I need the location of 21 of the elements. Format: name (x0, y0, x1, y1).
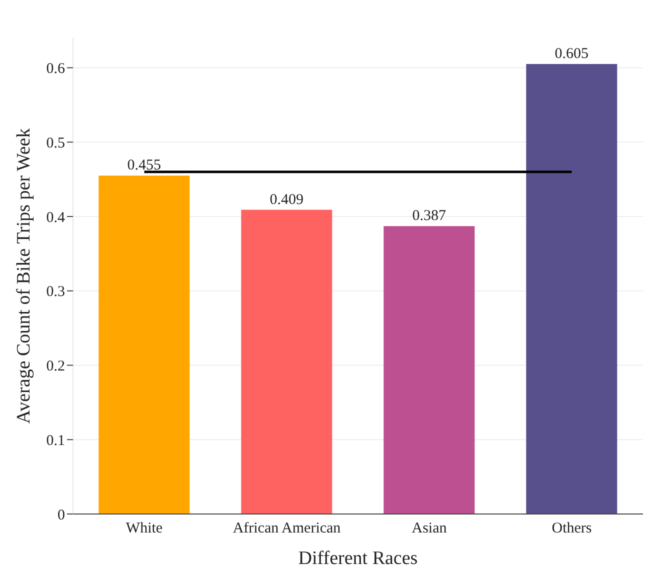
bar (526, 64, 618, 514)
x-tick-label: Asian (412, 520, 448, 537)
data-label: 0.605 (554, 46, 589, 62)
y-tick-label: 0.4 (46, 210, 66, 226)
y-tick-label: 0.5 (46, 135, 65, 152)
bar (98, 176, 190, 514)
data-label: 0.455 (127, 158, 162, 174)
x-tick-label: Others (552, 520, 592, 537)
y-tick-label: 0.2 (46, 358, 65, 375)
x-tick-label: African American (232, 520, 342, 537)
data-label: 0.409 (270, 192, 304, 208)
x-tick-label: White (126, 520, 163, 537)
y-tick-label: 0.1 (46, 432, 65, 449)
y-tick-label: 0 (58, 507, 65, 524)
bar (384, 226, 475, 514)
y-tick-label: 0.3 (46, 284, 65, 300)
bar (241, 210, 332, 514)
y-tick-label: 0.6 (46, 61, 66, 78)
data-label: 0.387 (412, 208, 447, 224)
y-axis-title: Average Count of Bike Trips per Week (14, 128, 35, 424)
x-axis-title: Different Races (298, 548, 418, 569)
